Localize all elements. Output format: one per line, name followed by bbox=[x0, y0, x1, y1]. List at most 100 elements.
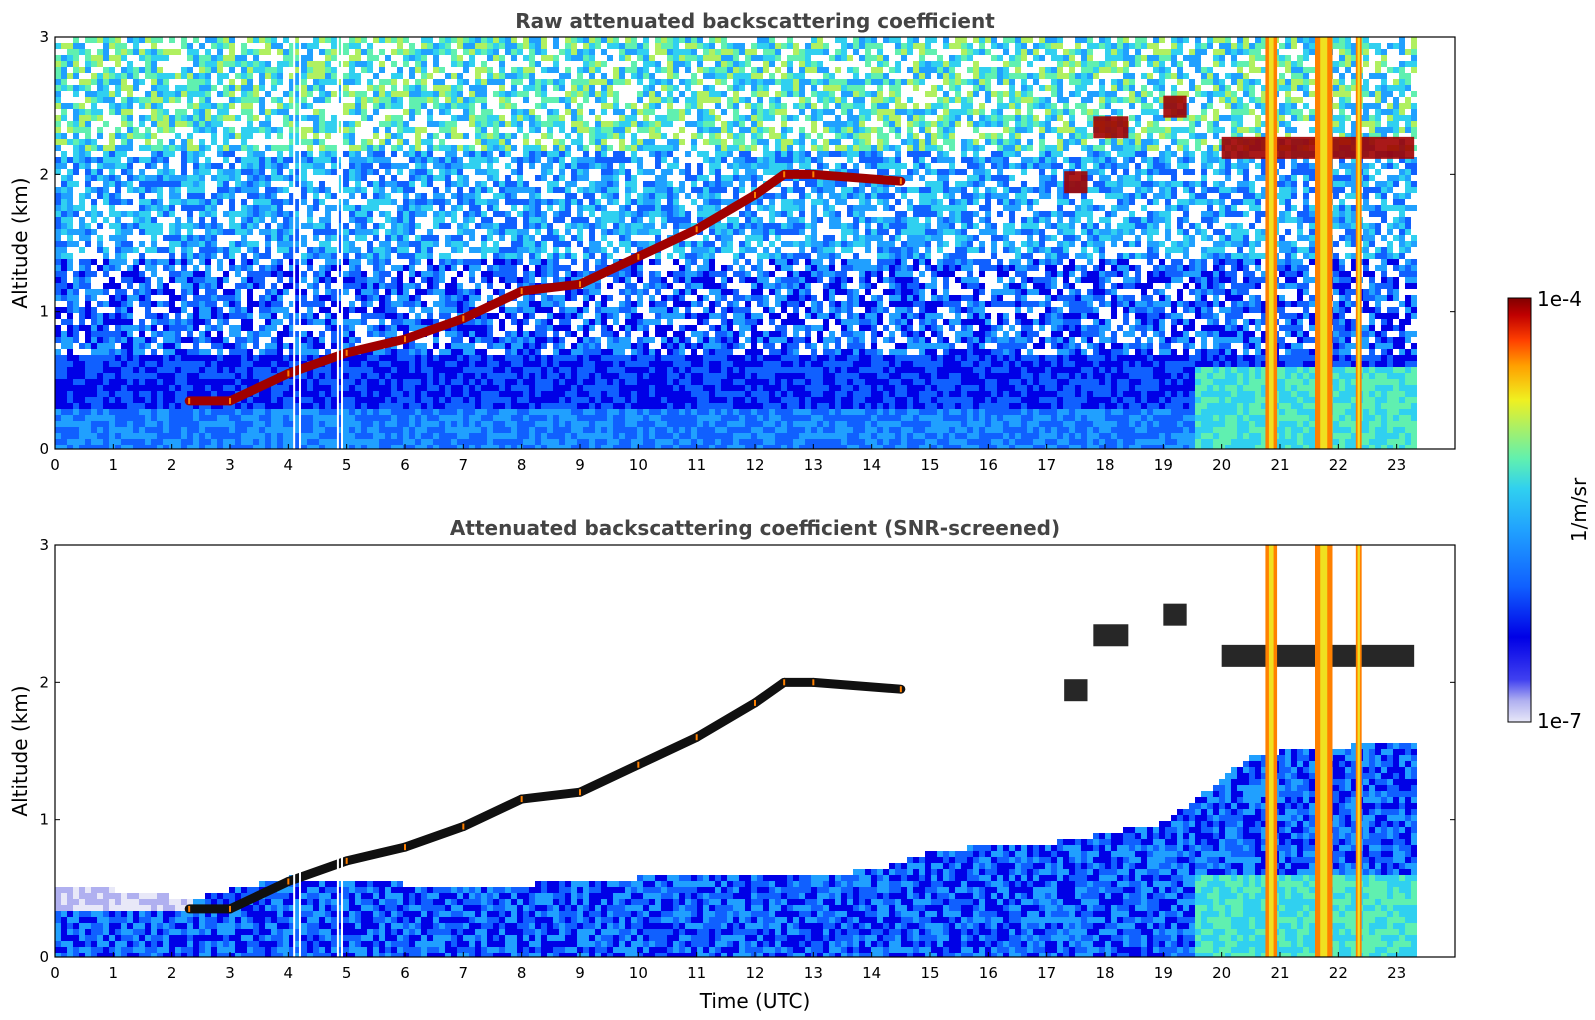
heatmap-cell bbox=[253, 271, 259, 277]
heatmap-cell bbox=[421, 247, 427, 253]
heatmap-cell bbox=[259, 409, 265, 415]
heatmap-cell bbox=[361, 367, 367, 373]
heatmap-cell bbox=[319, 337, 325, 343]
heatmap-cell bbox=[541, 409, 547, 415]
heatmap-cell bbox=[379, 307, 385, 313]
heatmap-cell bbox=[457, 193, 463, 199]
heatmap-cell bbox=[499, 289, 505, 295]
heatmap-cell bbox=[127, 163, 133, 169]
heatmap-cell bbox=[379, 145, 385, 151]
heatmap-cell bbox=[151, 415, 157, 421]
heatmap-cell bbox=[541, 439, 547, 445]
heatmap-cell bbox=[241, 223, 247, 229]
heatmap-cell bbox=[349, 217, 355, 223]
heatmap-cell bbox=[481, 385, 487, 391]
heatmap-cell bbox=[109, 397, 115, 403]
heatmap-cell bbox=[217, 439, 223, 445]
heatmap-cell bbox=[451, 385, 457, 391]
heatmap-cell bbox=[67, 55, 73, 61]
heatmap-cell bbox=[445, 157, 451, 163]
heatmap-cell bbox=[451, 247, 457, 253]
heatmap-cell bbox=[157, 205, 163, 211]
heatmap-cell bbox=[343, 361, 349, 367]
heatmap-cell bbox=[337, 295, 343, 301]
heatmap-cell bbox=[277, 175, 283, 181]
heatmap-cell bbox=[439, 217, 445, 223]
heatmap-cell bbox=[307, 355, 313, 361]
heatmap-cell bbox=[109, 385, 115, 391]
heatmap-cell bbox=[85, 67, 91, 73]
heatmap-cell bbox=[343, 403, 349, 409]
heatmap-cell bbox=[55, 43, 61, 49]
heatmap-cell bbox=[259, 355, 265, 361]
heatmap-cell bbox=[79, 271, 85, 277]
heatmap-cell bbox=[475, 421, 481, 427]
heatmap-cell bbox=[109, 403, 115, 409]
heatmap-cell bbox=[193, 301, 199, 307]
heatmap-cell bbox=[157, 373, 163, 379]
heatmap-cell bbox=[217, 325, 223, 331]
heatmap-cell bbox=[121, 415, 127, 421]
heatmap-cell bbox=[589, 163, 595, 169]
heatmap-cell bbox=[499, 397, 505, 403]
heatmap-cell bbox=[73, 439, 79, 445]
heatmap-cell bbox=[391, 121, 397, 127]
heatmap-cell bbox=[373, 331, 379, 337]
heatmap-cell bbox=[379, 445, 385, 449]
heatmap-cell bbox=[607, 145, 613, 151]
heatmap-cell bbox=[217, 151, 223, 157]
heatmap-cell bbox=[247, 211, 253, 217]
heatmap-cell bbox=[547, 307, 553, 313]
heatmap-cell bbox=[523, 307, 529, 313]
heatmap-cell bbox=[343, 247, 349, 253]
heatmap-cell bbox=[217, 433, 223, 439]
heatmap-cell bbox=[499, 379, 505, 385]
heatmap-cell bbox=[379, 373, 385, 379]
heatmap-cell bbox=[295, 85, 301, 91]
heatmap-cell bbox=[511, 349, 517, 355]
heatmap-cell bbox=[349, 139, 355, 145]
heatmap-cell bbox=[535, 91, 541, 97]
heatmap-cell bbox=[493, 391, 499, 397]
heatmap-cell bbox=[145, 145, 151, 151]
heatmap-cell bbox=[175, 367, 181, 373]
heatmap-cell bbox=[229, 325, 235, 331]
heatmap-cell bbox=[517, 73, 523, 79]
heatmap-cell bbox=[277, 307, 283, 313]
heatmap-cell bbox=[169, 289, 175, 295]
heatmap-cell bbox=[283, 433, 289, 439]
heatmap-cell bbox=[379, 301, 385, 307]
heatmap-cell bbox=[475, 427, 481, 433]
heatmap-cell bbox=[487, 391, 493, 397]
heatmap-cell bbox=[241, 241, 247, 247]
heatmap-cell bbox=[439, 289, 445, 295]
heatmap-cell bbox=[577, 67, 583, 73]
heatmap-cell bbox=[469, 343, 475, 349]
heatmap-cell bbox=[115, 427, 121, 433]
heatmap-cell bbox=[565, 445, 571, 449]
heatmap-cell bbox=[559, 127, 565, 133]
heatmap-cell bbox=[277, 355, 283, 361]
heatmap-cell bbox=[73, 337, 79, 343]
heatmap-cell bbox=[175, 331, 181, 337]
heatmap-cell bbox=[175, 361, 181, 367]
heatmap-cell bbox=[457, 433, 463, 439]
heatmap-cell bbox=[217, 409, 223, 415]
heatmap-cell bbox=[265, 355, 271, 361]
heatmap-cell bbox=[601, 439, 607, 445]
heatmap-cell bbox=[391, 151, 397, 157]
heatmap-cell bbox=[505, 43, 511, 49]
heatmap-cell bbox=[265, 301, 271, 307]
heatmap-cell bbox=[247, 181, 253, 187]
heatmap-cell bbox=[313, 343, 319, 349]
heatmap-cell bbox=[157, 259, 163, 265]
heatmap-cell bbox=[259, 397, 265, 403]
heatmap-cell bbox=[97, 247, 103, 253]
heatmap-cell bbox=[487, 313, 493, 319]
heatmap-cell bbox=[193, 49, 199, 55]
heatmap-cell bbox=[337, 217, 343, 223]
heatmap-cell bbox=[355, 283, 361, 289]
heatmap-cell bbox=[409, 103, 415, 109]
heatmap-cell bbox=[547, 109, 553, 115]
heatmap-cell bbox=[409, 49, 415, 55]
